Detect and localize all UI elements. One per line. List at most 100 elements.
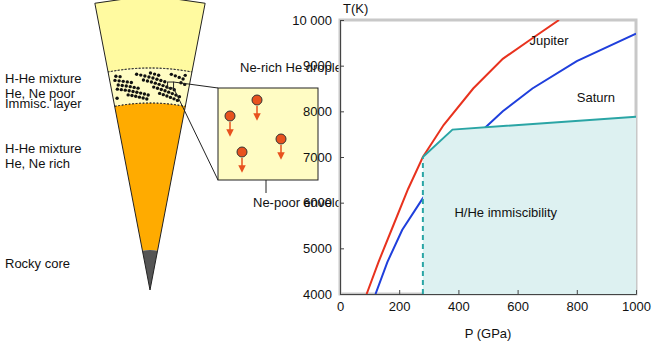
tick-mark <box>577 290 578 294</box>
y-axis: 4000 5000 6000 7000 8000 9000 10 000 <box>292 13 344 302</box>
droplet-dot <box>138 95 141 98</box>
tick-label: 1000 <box>622 299 651 314</box>
series-label: Saturn <box>577 90 615 105</box>
tick-label: 7000 <box>303 150 332 165</box>
marks <box>367 20 636 294</box>
droplet-dot <box>156 87 159 90</box>
droplet-dot <box>163 89 166 92</box>
tick-mark <box>340 203 344 204</box>
series-line <box>376 34 636 294</box>
droplet-dot <box>178 76 181 79</box>
droplet <box>276 134 286 144</box>
droplet-dot <box>149 71 152 74</box>
droplet-dot <box>124 88 127 91</box>
droplet-dot <box>169 96 172 99</box>
tick: 8000 <box>303 104 344 119</box>
tick-label: 0 <box>337 299 344 314</box>
tick-label: 800 <box>566 299 588 314</box>
droplet-dot <box>150 80 153 83</box>
tick-mark <box>340 294 344 295</box>
droplet-dot <box>184 74 187 77</box>
droplet-dot <box>159 79 162 82</box>
droplet <box>237 147 247 157</box>
tick-label: 10 000 <box>292 13 332 28</box>
wedge-outline <box>95 0 205 290</box>
inner-layer <box>115 103 186 251</box>
layer-label: Immisc. layer <box>5 96 82 111</box>
droplet-dot <box>127 89 130 92</box>
area-boundary <box>423 117 636 157</box>
droplet-dot <box>163 80 166 83</box>
tick-mark <box>340 66 344 67</box>
droplet-dot <box>139 91 142 94</box>
layer-label: Rocky core <box>5 256 70 271</box>
droplet-dot <box>139 73 142 76</box>
tick-label: 200 <box>389 299 411 314</box>
droplet-dot <box>130 94 133 97</box>
tick: 800 <box>566 290 588 314</box>
tick-mark <box>340 157 344 158</box>
fall-arrow <box>229 122 231 133</box>
droplet-dot <box>116 87 119 90</box>
tick-mark <box>636 290 637 294</box>
droplet-dot <box>162 93 165 96</box>
droplet-dot <box>122 80 125 83</box>
area-boundary-dashed <box>422 157 424 294</box>
droplet-dot <box>135 91 138 94</box>
fall-arrow <box>256 106 258 117</box>
tick-label: 6000 <box>303 195 332 210</box>
tick: 4000 <box>303 287 344 302</box>
droplet-dot <box>142 78 145 81</box>
droplets-label: Ne-rich He droplets <box>240 60 352 75</box>
wedge <box>95 0 205 290</box>
droplet <box>225 111 235 121</box>
droplet-dot <box>141 96 144 99</box>
droplet-dot <box>171 92 174 95</box>
droplet-dot <box>132 86 135 89</box>
droplet-dot <box>160 88 163 91</box>
droplet-dot <box>120 88 123 91</box>
x-axis-title: P (GPa) <box>465 326 512 341</box>
droplet-dot <box>161 84 164 87</box>
tick: 400 <box>448 290 470 314</box>
tick-label: 8000 <box>303 104 332 119</box>
x-axis: 02004006008001000 <box>337 290 651 314</box>
droplet-dot <box>181 77 184 80</box>
zoom-line <box>174 88 218 180</box>
droplet-dot <box>117 83 120 86</box>
droplet-dot <box>153 72 156 75</box>
rocky-core <box>142 250 157 290</box>
axis-line <box>341 21 345 295</box>
fall-arrow <box>241 158 243 169</box>
inset-box <box>218 88 318 180</box>
series-label: Jupiter <box>529 33 569 48</box>
droplet-dot <box>129 85 132 88</box>
y-axis-title: T(K) <box>343 1 368 16</box>
tick: 1000 <box>622 290 651 314</box>
droplet-dot <box>143 92 146 95</box>
droplet-dot <box>113 79 116 82</box>
layer-boundary <box>115 103 186 106</box>
droplet-dot <box>158 92 161 95</box>
plot-frame <box>340 20 636 294</box>
tick-mark <box>458 290 459 294</box>
series-label: H/He immiscibility <box>454 205 557 220</box>
droplet-dot <box>151 76 154 79</box>
tick-label: 5000 <box>303 241 332 256</box>
layer-label: H-He mixture <box>5 141 82 156</box>
tick-mark <box>518 290 519 294</box>
droplet-dot <box>117 79 120 82</box>
fall-arrow <box>280 145 282 156</box>
droplet-dot <box>121 84 124 87</box>
chart: 0200400600800100040005000600070008000900… <box>292 1 651 341</box>
droplet-dot <box>114 75 117 78</box>
droplet-dot <box>155 78 158 81</box>
layer-label: H-He mixture <box>5 71 82 86</box>
area-fill <box>423 117 636 294</box>
tick: 6000 <box>303 195 344 210</box>
droplet-dot <box>125 84 128 87</box>
tick: 9000 <box>303 58 344 73</box>
droplet-dot <box>147 75 150 78</box>
zoom-square <box>168 82 174 88</box>
tick-label: 400 <box>448 299 470 314</box>
